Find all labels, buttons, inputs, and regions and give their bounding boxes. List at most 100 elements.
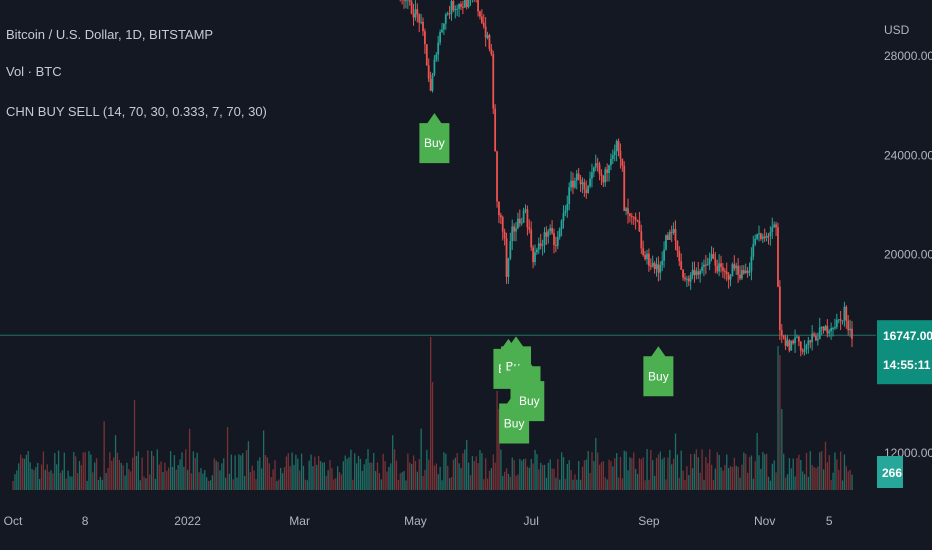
volume-bar (722, 470, 724, 490)
volume-bar (445, 453, 447, 490)
candle-body (739, 274, 741, 279)
volume-bar (65, 478, 67, 490)
volume-bar (342, 461, 344, 490)
candle-body (408, 0, 411, 2)
volume-bar (365, 458, 367, 490)
volume-bar (327, 470, 329, 490)
volume-bar (528, 467, 531, 490)
candle-body (640, 231, 643, 249)
volume-bar (583, 460, 586, 490)
candle-body (439, 32, 441, 43)
volume-bar (160, 461, 162, 490)
candle-body (602, 175, 605, 183)
candle-body (431, 74, 434, 91)
volume-bar (325, 475, 327, 490)
candle-body (678, 251, 681, 262)
buy-signal-marker (419, 113, 450, 164)
volume-bar (278, 479, 280, 490)
volume-bar (602, 461, 605, 490)
candle-body (422, 21, 424, 32)
volume-bar (817, 466, 819, 490)
candle-body (446, 13, 449, 15)
volume-bar (619, 456, 622, 490)
volume-bar (824, 441, 827, 490)
last-price-value: 16747.00 (883, 329, 932, 343)
volume-bar (207, 480, 210, 490)
volume-bar (378, 473, 381, 490)
candle-body (649, 265, 652, 267)
candle-body (748, 271, 751, 273)
volume-bar (56, 464, 58, 490)
volume-bar (788, 458, 791, 490)
volume-bar (796, 457, 798, 490)
candle-body (733, 264, 736, 269)
volume-bar (221, 463, 223, 490)
candle-body (517, 218, 519, 229)
candle-body (647, 253, 650, 266)
volume-bar (739, 477, 741, 490)
volume-bar (371, 462, 373, 490)
volume-bar (838, 469, 840, 490)
candle-body (482, 22, 485, 27)
volume-bar (621, 478, 624, 490)
volume-bar (274, 460, 276, 490)
volume-bar (815, 468, 817, 490)
volume-bar (849, 469, 851, 490)
time-axis[interactable]: Oct 8 2022 Mar May Jul Sep Nov 5 (4, 514, 833, 528)
volume-bar (202, 473, 204, 490)
candle-body (644, 255, 646, 260)
volume-bar (185, 449, 187, 490)
buy-signal-marker (643, 346, 674, 397)
candle-body (758, 233, 760, 235)
volume-bar (765, 453, 768, 490)
volume-legend[interactable]: Vol · BTC (6, 64, 62, 79)
volume-bar (78, 461, 81, 490)
symbol-legend[interactable]: Bitcoin / U.S. Dollar, 1D, BITSTAMP (6, 27, 214, 42)
candle-body (826, 325, 829, 334)
candle-body (526, 209, 529, 228)
candle-body (498, 201, 500, 216)
volume-bar (139, 480, 141, 490)
volume-bar (665, 479, 667, 490)
volume-bar (373, 453, 375, 490)
candle-body (577, 173, 580, 180)
volume-bar (314, 456, 316, 490)
volume-bar (847, 471, 849, 490)
volume-bar (164, 462, 166, 490)
volume-bar (635, 468, 637, 490)
volume-bar (695, 449, 698, 490)
volume-bar (392, 435, 394, 490)
candle-body (659, 265, 662, 273)
candle-body (463, 0, 466, 8)
candle-body (790, 340, 793, 351)
candle-body (587, 186, 590, 193)
candle-body (425, 44, 428, 66)
volume-bar (109, 452, 111, 490)
volume-bar (38, 479, 41, 490)
time-tick-label: Nov (754, 514, 775, 528)
candle-body (479, 11, 481, 17)
volume-bar (792, 458, 794, 490)
volume-bar (40, 464, 43, 490)
volume-bar (251, 465, 253, 490)
candle-body (551, 228, 553, 234)
volume-bar (59, 472, 62, 490)
volume-bar (646, 449, 648, 490)
volume-bar (204, 470, 206, 490)
volume-bar (644, 480, 646, 490)
indicator-legend[interactable]: CHN BUY SELL (14, 70, 30, 0.333, 7, 70, … (6, 104, 267, 119)
candle-body (458, 4, 460, 9)
volume-bar (338, 472, 341, 490)
volume-bar (691, 468, 694, 490)
candle-body (608, 165, 610, 173)
candle-body (629, 213, 631, 216)
volume-bar (209, 480, 212, 490)
volume-bar (464, 449, 466, 490)
candle-body (606, 169, 609, 173)
volume-bar (821, 451, 823, 490)
candle-body (788, 340, 791, 351)
volume-bar (545, 477, 548, 490)
candle-body (703, 264, 705, 267)
